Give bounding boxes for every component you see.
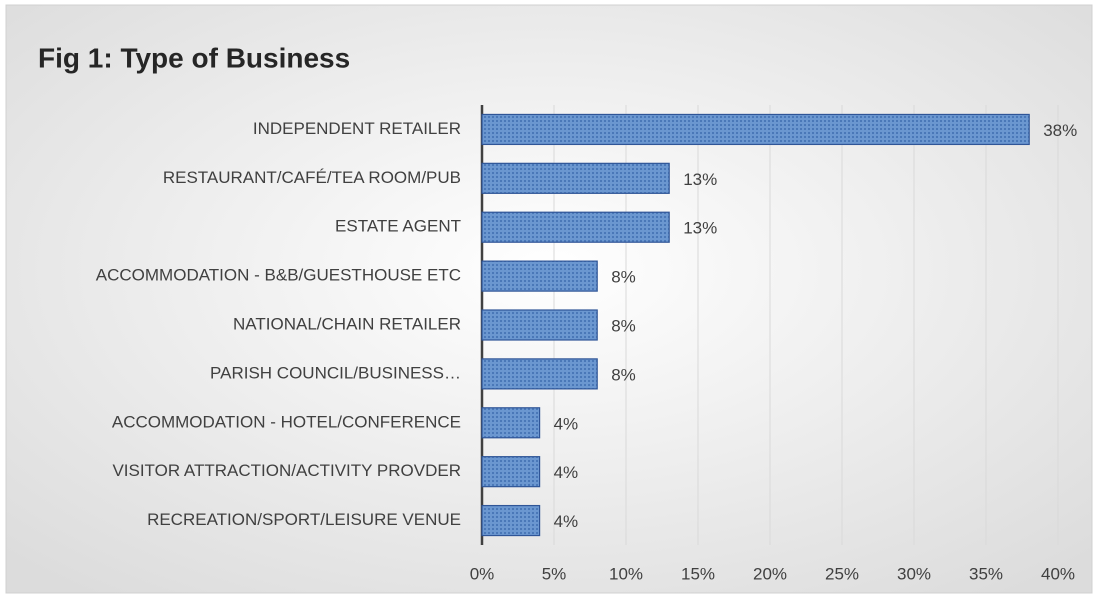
y-tick-label: ACCOMMODATION - HOTEL/CONFERENCE	[112, 412, 461, 431]
data-label: 8%	[611, 316, 636, 335]
x-tick-label: 0%	[470, 564, 495, 583]
x-tick-label: 5%	[542, 564, 567, 583]
y-tick-label: INDEPENDENT RETAILER	[253, 119, 461, 138]
y-tick-label: PARISH COUNCIL/BUSINESS…	[210, 363, 461, 382]
bar	[481, 456, 541, 488]
y-tick-label: RESTAURANT/CAFÉ/TEA ROOM/PUB	[163, 168, 461, 187]
data-label: 13%	[683, 170, 717, 189]
chart-title: Fig 1: Type of Business	[38, 42, 350, 73]
bar	[481, 407, 541, 439]
bar	[481, 309, 598, 341]
bar	[481, 162, 670, 194]
y-tick-label: VISITOR ATTRACTION/ACTIVITY PROVDER	[112, 461, 461, 480]
y-tick-label: RECREATION/SPORT/LEISURE VENUE	[147, 510, 461, 529]
data-label: 4%	[554, 463, 579, 482]
x-tick-label: 10%	[609, 564, 643, 583]
x-tick-label: 30%	[897, 564, 931, 583]
y-tick-label: ESTATE AGENT	[335, 217, 461, 236]
x-tick-label: 20%	[753, 564, 787, 583]
data-label: 13%	[683, 219, 717, 238]
data-label: 4%	[554, 512, 579, 531]
data-label: 8%	[611, 268, 636, 287]
bar	[481, 113, 1030, 146]
x-tick-label: 35%	[969, 564, 1003, 583]
data-label: 8%	[611, 365, 636, 384]
x-tick-label: 25%	[825, 564, 859, 583]
chart-background	[5, 4, 1093, 594]
bar	[481, 504, 541, 537]
x-tick-label: 40%	[1041, 564, 1075, 583]
y-tick-label: ACCOMMODATION - B&B/GUESTHOUSE ETC	[96, 266, 461, 285]
bar	[481, 358, 598, 390]
bar	[481, 211, 670, 243]
data-label: 4%	[554, 414, 579, 433]
bar	[481, 260, 598, 292]
y-tick-label: NATIONAL/CHAIN RETAILER	[233, 314, 461, 333]
x-tick-label: 15%	[681, 564, 715, 583]
data-label: 38%	[1043, 121, 1077, 140]
